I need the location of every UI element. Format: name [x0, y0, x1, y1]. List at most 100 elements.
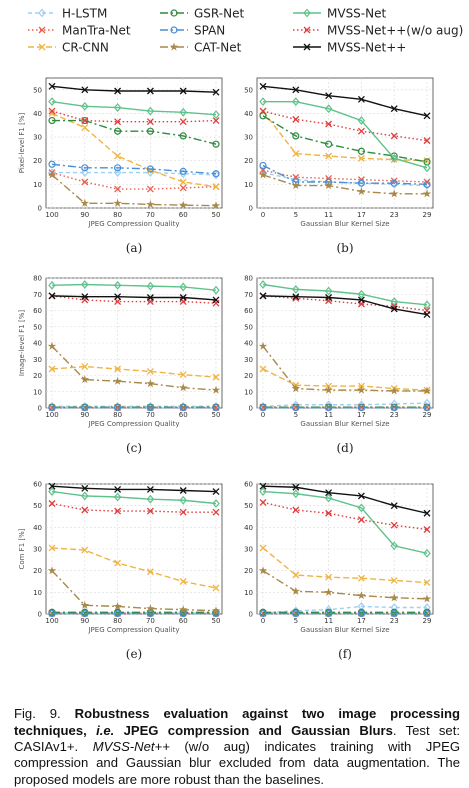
- data-point: [146, 367, 154, 375]
- data-point: [259, 292, 267, 300]
- y-tick-label: 20: [33, 372, 42, 380]
- x-tick-label: 17: [357, 617, 366, 625]
- y-axis-label: Pixel-level F1 [%]: [18, 113, 26, 174]
- data-point: [423, 526, 431, 533]
- data-point: [179, 184, 187, 192]
- data-point: [324, 385, 333, 394]
- x-tick-label: 50: [212, 617, 221, 625]
- series-cr-cnn: [48, 544, 220, 592]
- y-tick-label: 30: [33, 546, 42, 554]
- legend-label: MVSS-Net++(w/o aug): [327, 24, 463, 38]
- legend-label: H-LSTM: [62, 7, 107, 21]
- data-point: [81, 484, 89, 492]
- data-point: [81, 546, 89, 554]
- data-point: [179, 118, 187, 126]
- data-point: [212, 508, 220, 516]
- data-point: [212, 584, 220, 592]
- x-tick-label: 100: [45, 211, 58, 219]
- legend-item-cr-cnn: CR-CNN: [28, 41, 109, 55]
- panel-label: (e): [126, 647, 142, 661]
- series-mvss-net: [48, 482, 220, 496]
- y-tick-label: 50: [244, 323, 253, 331]
- data-point: [179, 487, 187, 494]
- data-point: [114, 185, 122, 193]
- y-tick-label: 0: [38, 405, 42, 413]
- data-point: [81, 168, 89, 177]
- y-tick-label: 10: [244, 589, 253, 597]
- data-point: [423, 180, 431, 188]
- data-point: [423, 509, 431, 517]
- y-tick-label: 20: [33, 567, 42, 575]
- data-point: [81, 86, 89, 94]
- x-tick-label: 11: [324, 411, 333, 419]
- data-point: [259, 498, 267, 506]
- data-point: [48, 487, 56, 497]
- chart-panel-d: 0 10 20 30 40 50 60 70 80 0 5 11 17 23 29 Gaussian Blur…: [244, 275, 434, 455]
- data-point: [390, 502, 398, 510]
- data-point: [81, 101, 89, 111]
- data-point: [48, 482, 56, 490]
- caption-title: Robustness evaluation against two image …: [14, 706, 461, 738]
- data-point: [114, 87, 122, 95]
- data-point: [423, 137, 431, 145]
- data-point: [389, 593, 399, 602]
- data-point: [325, 404, 333, 412]
- data-point: [390, 297, 398, 306]
- data-point: [179, 508, 187, 516]
- x-tick-label: 70: [146, 211, 155, 219]
- data-point: [259, 112, 267, 120]
- data-point: [146, 609, 154, 618]
- data-point: [212, 88, 220, 96]
- series-line: [51, 174, 217, 207]
- series-mvss-net-w-o-aug: [48, 107, 220, 126]
- x-tick-label: 70: [146, 411, 155, 419]
- data-point: [179, 107, 187, 117]
- data-point: [325, 152, 333, 160]
- data-point: [113, 609, 122, 618]
- data-point: [423, 548, 431, 558]
- data-point: [146, 199, 155, 209]
- figure-caption: Fig. 9. Robustness evaluation against tw…: [14, 706, 460, 788]
- y-tick-label: 60: [244, 307, 253, 315]
- data-point: [325, 489, 333, 497]
- legend-item-gsr-net: GSR-Net: [160, 7, 244, 21]
- data-point: [259, 544, 267, 552]
- series-line: [262, 485, 428, 514]
- data-point: [47, 170, 57, 179]
- plot-area: [45, 77, 223, 209]
- series-mvss-net: [48, 292, 220, 304]
- data-point: [179, 87, 187, 95]
- data-point: [179, 495, 187, 505]
- data-point: [48, 116, 56, 125]
- data-point: [292, 150, 300, 158]
- series-mvss-net: [48, 280, 220, 295]
- data-point: [47, 566, 57, 575]
- data-point: [212, 183, 220, 191]
- data-point: [390, 305, 398, 313]
- data-point: [146, 185, 154, 193]
- x-tick-label: 23: [390, 211, 399, 219]
- y-tick-label: 10: [33, 388, 42, 396]
- y-axis-label: Com F1 [%]: [18, 528, 26, 569]
- x-axis-label: JPEG Compression Quality: [87, 626, 179, 634]
- data-point: [179, 178, 187, 186]
- data-point: [324, 587, 333, 596]
- data-point: [357, 609, 365, 618]
- series-line: [262, 85, 428, 117]
- data-point: [48, 160, 56, 168]
- data-point: [423, 404, 431, 412]
- series-line: [262, 169, 428, 183]
- panel-label: (b): [336, 241, 353, 255]
- data-point: [325, 509, 333, 517]
- x-tick-label: 17: [357, 411, 366, 419]
- series-line: [51, 485, 217, 493]
- data-point: [357, 186, 366, 196]
- plot-area: [256, 77, 434, 209]
- y-tick-label: 40: [244, 340, 253, 348]
- x-tick-label: 100: [45, 617, 58, 625]
- data-point: [259, 280, 267, 289]
- data-point: [258, 170, 268, 179]
- data-point: [48, 292, 56, 300]
- series-line: [262, 295, 428, 316]
